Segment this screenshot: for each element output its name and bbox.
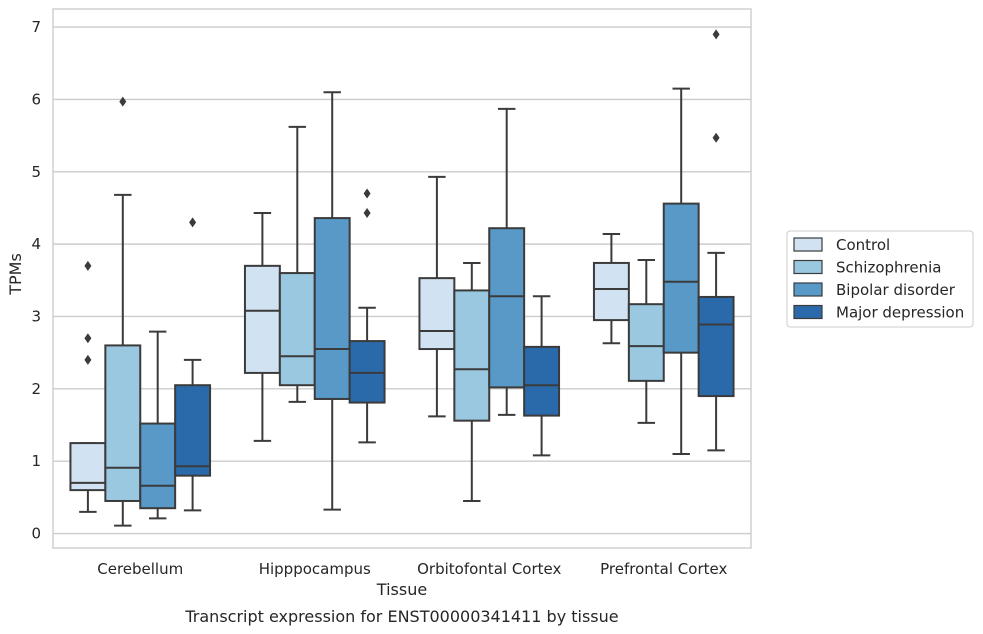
y-tick-label: 4 [31,235,41,253]
x-tick-label: Hipppocampus [259,560,371,578]
box [592,233,630,345]
y-tick-label: 6 [31,90,41,108]
box [174,217,212,512]
box-body [627,303,665,382]
box [313,91,351,511]
y-tick-label: 7 [31,18,41,36]
legend-label: Major depression [836,304,964,322]
series-control [69,175,630,513]
box [278,125,316,403]
box-body [453,289,491,422]
box-body [243,264,281,374]
plot-frame [52,8,752,549]
outlier-point [84,260,92,271]
y-tick-label: 5 [31,163,41,181]
x-tick-label: Orbitofontal Cortex [417,560,561,578]
legend-label: Control [836,236,890,254]
box-body [592,261,630,322]
x-axis-ticks: Cerebellum Hipppocampus Orbitofontal Corte… [97,560,727,578]
outlier-point [189,217,197,228]
box-plot-series [69,29,735,527]
box [488,107,526,416]
box-body [662,202,700,354]
x-axis-title: Tissue [376,580,427,599]
outlier-point [363,208,371,219]
legend-frame [786,230,974,328]
box-body [278,272,316,387]
legend-swatch [793,237,823,252]
y-tick-label: 2 [31,380,41,398]
legend-swatch [793,282,823,297]
outlier-point [84,354,92,365]
box [453,261,491,502]
y-tick-label: 1 [31,452,41,470]
box-body [348,340,386,404]
box-body [139,422,177,510]
box [348,188,386,444]
outlier-point [712,132,720,143]
series-major-depression [174,29,735,512]
chart-caption: Transcript expression for ENST0000034141… [184,607,618,626]
box-body [313,217,351,400]
box [243,212,281,442]
box-body [697,295,735,398]
box-body [418,277,456,351]
box [104,96,142,527]
box-body [174,384,212,477]
y-axis-title: TPMs [6,253,25,296]
box-body [488,227,526,389]
legend-label: Bipolar disorder [836,281,956,299]
legend-swatch [793,259,823,275]
box-body [104,344,142,502]
box [697,29,735,452]
series-schizophrenia [104,96,665,527]
outlier-point [363,188,371,199]
box [662,87,700,455]
y-axis-ticks: 0 1 2 3 4 5 6 7 [31,18,41,542]
x-tick-label: Prefrontal Cortex [600,560,727,578]
box-body [523,345,561,417]
box [418,175,456,418]
box [69,260,107,513]
y-tick-label: 0 [31,525,41,543]
outlier-point [84,333,92,344]
y-tick-label: 3 [31,307,41,325]
legend: Control Schizophrenia Bipolar disorder Majo… [786,230,974,328]
series-bipolar-disorder [139,87,700,520]
box [139,330,177,520]
legend-swatch [793,304,823,320]
legend-label: Schizophrenia [836,259,941,277]
outlier-point [712,29,720,40]
outlier-point [119,96,127,107]
box [627,259,665,424]
box [523,295,561,457]
x-tick-label: Cerebellum [97,560,183,578]
